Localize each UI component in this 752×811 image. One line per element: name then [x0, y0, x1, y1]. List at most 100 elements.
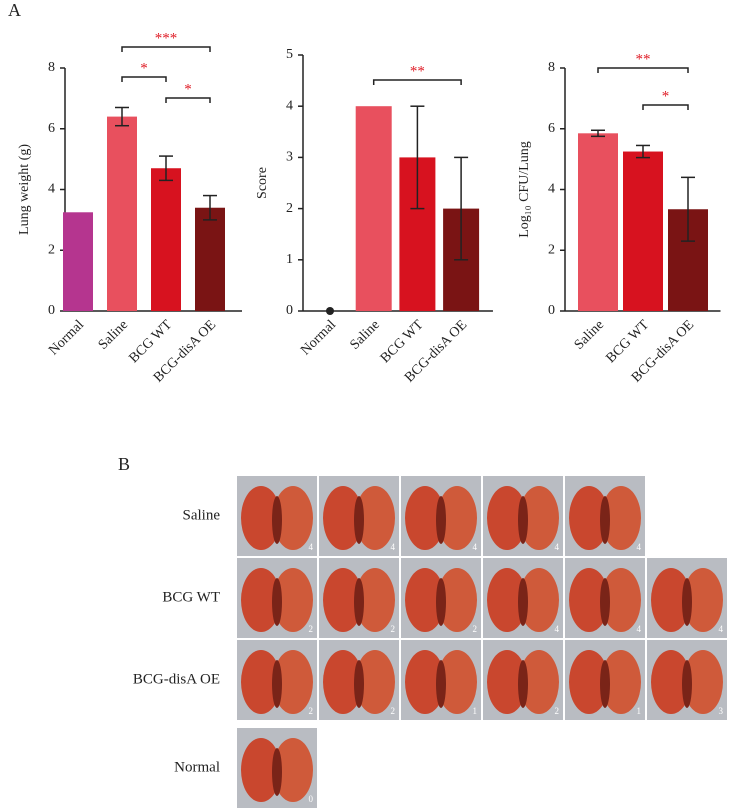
score-label: 2: [555, 706, 560, 716]
lung-lobe: [437, 650, 477, 714]
lung-lobe: [569, 568, 609, 632]
lung-lobe: [355, 568, 395, 632]
significance-label: *: [184, 81, 192, 97]
lung-photo: 4: [319, 476, 399, 556]
score-label: 4: [637, 542, 642, 552]
significance-label: **: [636, 51, 651, 67]
lung-lobe: [323, 486, 363, 550]
score-label: 0: [309, 794, 314, 804]
y-tick-label: 8: [48, 60, 55, 75]
row-label: Saline: [183, 507, 221, 523]
lung-lobe: [437, 486, 477, 550]
lung-lobe: [601, 568, 641, 632]
y-tick-label: 0: [286, 303, 293, 318]
lung-lobe: [437, 568, 477, 632]
lung-shade: [600, 496, 610, 544]
lung-photo: 2: [237, 558, 317, 638]
lung-lobe: [519, 568, 559, 632]
y-tick-label: 0: [548, 303, 555, 318]
lung-photo: 3: [647, 640, 727, 720]
lung-lobe: [569, 486, 609, 550]
error-bar: [591, 129, 605, 138]
significance-bracket: [372, 79, 462, 85]
score-label: 4: [719, 624, 724, 634]
score-label: 4: [637, 624, 642, 634]
panel-label: A: [8, 0, 21, 20]
significance-bracket: [121, 46, 211, 52]
bar: [578, 133, 618, 311]
score-label: 2: [391, 624, 396, 634]
row-label: Normal: [174, 759, 220, 775]
y-axis-label: Lung weight (g): [17, 144, 32, 235]
lung-lobe: [487, 486, 527, 550]
x-tick-label: Saline: [347, 317, 382, 352]
score-label: 2: [391, 706, 396, 716]
lung-photo: 2: [319, 558, 399, 638]
lung-lobe: [519, 650, 559, 714]
lung-lobe: [405, 486, 445, 550]
lung-shade: [272, 578, 282, 626]
y-tick-label: 6: [548, 121, 555, 136]
score-label: 1: [637, 706, 642, 716]
score-label: 4: [309, 542, 314, 552]
y-axis-label: Log₁₀ CFU/Lung: [517, 141, 532, 238]
lung-shade: [354, 660, 364, 708]
lung-shade: [272, 496, 282, 544]
lung-photo: 4: [401, 476, 481, 556]
lung-photo: 2: [483, 640, 563, 720]
error-bar: [636, 144, 650, 159]
y-tick-label: 6: [48, 121, 55, 136]
significance-label: **: [410, 63, 425, 79]
lung-shade: [436, 578, 446, 626]
bar: [63, 212, 93, 311]
error-bar: [159, 155, 173, 182]
lung-shade: [682, 578, 692, 626]
lung-lobe: [323, 650, 363, 714]
lung-shade: [518, 496, 528, 544]
lung-photo: 4: [483, 558, 563, 638]
row-label: BCG-disA OE: [133, 671, 220, 687]
lung-photo: 2: [401, 558, 481, 638]
bar: [623, 151, 663, 311]
lung-photo: 4: [565, 476, 645, 556]
lung-lobe: [405, 568, 445, 632]
lung-shade: [436, 496, 446, 544]
lung-lobe: [273, 568, 313, 632]
error-bar: [203, 194, 217, 221]
lung-lobe: [519, 486, 559, 550]
y-tick-label: 3: [286, 150, 293, 165]
lung-lobe: [273, 650, 313, 714]
lung-lobe: [355, 486, 395, 550]
bar: [195, 207, 225, 311]
significance-label: *: [140, 60, 148, 76]
lung-photo: 4: [565, 558, 645, 638]
bar: [355, 106, 392, 311]
y-tick-label: 8: [548, 60, 555, 75]
x-tick-label: Normal: [46, 317, 87, 358]
error-bar: [115, 106, 129, 127]
bar: [107, 116, 137, 311]
row-label: BCG WT: [162, 589, 220, 605]
lung-lobe: [241, 650, 281, 714]
significance-bracket: [165, 97, 211, 103]
lung-lobe: [273, 738, 313, 802]
bar: [151, 168, 181, 311]
lung-shade: [682, 660, 692, 708]
lung-photo: 2: [319, 640, 399, 720]
zero-marker: [326, 307, 334, 315]
lung-lobe: [651, 568, 691, 632]
score-label: 3: [719, 706, 724, 716]
y-tick-label: 2: [48, 242, 55, 257]
lung-shade: [272, 660, 282, 708]
lung-photo: 1: [401, 640, 481, 720]
significance-label: ***: [155, 30, 178, 46]
y-tick-label: 0: [48, 303, 55, 318]
y-tick-label: 4: [48, 182, 55, 197]
score-label: 4: [391, 542, 396, 552]
lung-lobe: [601, 650, 641, 714]
significance-bracket: [121, 76, 167, 82]
lung-lobe: [405, 650, 445, 714]
lung-photo: 4: [483, 476, 563, 556]
lung-lobe: [241, 568, 281, 632]
x-tick-label: Normal: [298, 317, 339, 358]
